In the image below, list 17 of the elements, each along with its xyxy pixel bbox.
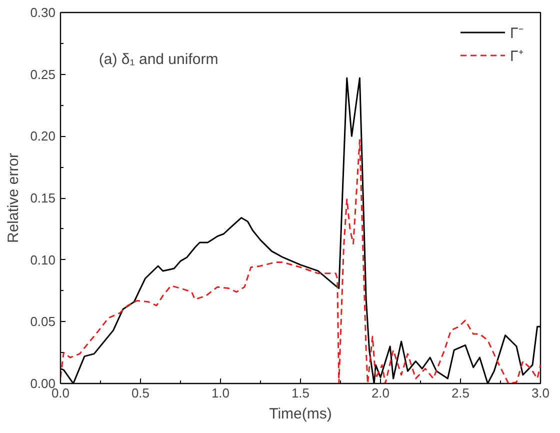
y-tick-label: 0.30 — [30, 5, 56, 20]
annotation: (a) δ₁ and uniform — [98, 51, 218, 68]
x-tick-label: 1.0 — [211, 386, 230, 400]
y-tick-label: 0.05 — [30, 314, 56, 330]
x-tick-label: 2.5 — [451, 386, 470, 400]
x-tick-label: 3.0 — [531, 386, 550, 400]
x-tick-label: 1.5 — [291, 386, 310, 400]
y-tick-label: 0.10 — [30, 252, 56, 268]
y-tick-label: 0.25 — [30, 66, 56, 82]
x-tick-label: 0.5 — [131, 386, 150, 400]
legend-label: Γ⁻ — [510, 24, 524, 42]
legend-label: Γ⁺ — [510, 47, 524, 65]
y-tick-label: 0.20 — [30, 128, 56, 144]
x-axis-title: Time(ms) — [269, 406, 332, 422]
y-tick-label: 0.15 — [30, 190, 56, 206]
x-tick-label: 2.0 — [371, 386, 390, 400]
y-axis-title: Relative error — [5, 152, 22, 244]
